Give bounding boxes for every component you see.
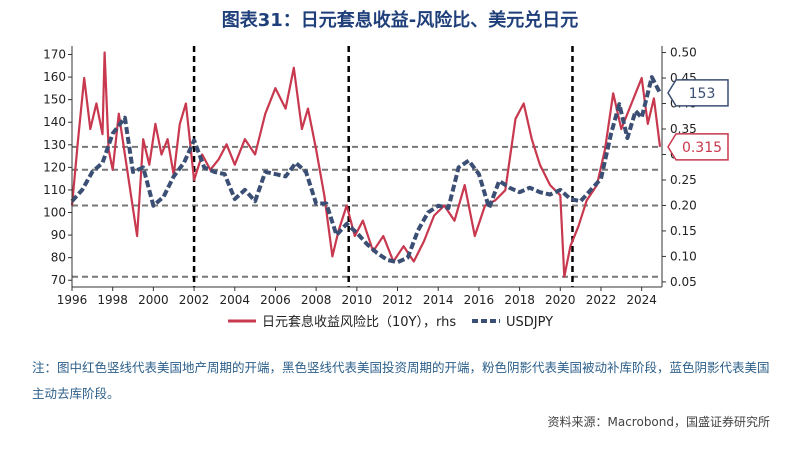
x-tick-label: 2022: [586, 293, 617, 307]
y-tick-label-left: 70: [51, 273, 66, 287]
y-tick-label-left: 90: [51, 228, 66, 242]
y-tick-label-left: 80: [51, 251, 66, 265]
y-tick-label-right: 0.15: [670, 224, 697, 238]
x-tick-label: 1998: [97, 293, 128, 307]
callout-label: 153: [689, 86, 716, 102]
y-tick-label-right: 0.50: [670, 46, 697, 60]
source-text: 资料来源：Macrobond，国盛证券研究所: [547, 415, 771, 429]
callout-box: [667, 133, 729, 161]
y-tick-label-right: 0.05: [670, 275, 697, 289]
x-tick-label: 2010: [342, 293, 373, 307]
x-tick-label: 1996: [57, 293, 88, 307]
y-tick-label-left: 110: [43, 183, 66, 197]
y-tick-label-left: 150: [43, 93, 66, 107]
chart: 70 80 90 100 110 120 130 140 150 160 170 0.05 0.10 0.…: [43, 46, 729, 330]
x-tick-label: 2016: [464, 293, 495, 307]
x-tick-label: 2008: [301, 293, 332, 307]
callouts: 153 0.315: [667, 79, 729, 161]
y-tick-label-left: 170: [43, 48, 66, 62]
y-tick-label-right: 0.10: [670, 249, 697, 263]
y-tick-label-left: 120: [43, 160, 66, 174]
legend: 日元套息收益风险比（10Y），rhs USDJPY: [228, 314, 553, 330]
reference-lines: [72, 46, 662, 287]
series-layer: [70, 51, 662, 278]
y-tick-label-right: 0.20: [670, 198, 697, 212]
callout-label: 0.315: [682, 140, 722, 156]
y-tick-label-right: 0.25: [670, 173, 697, 187]
x-tick-label: 2000: [138, 293, 169, 307]
x-tick-label: 2018: [504, 293, 535, 307]
callout-box: [667, 79, 729, 107]
x-tick-label: 2012: [382, 293, 413, 307]
x-tick-label: 2002: [179, 293, 210, 307]
x-tick-label: 2024: [626, 293, 657, 307]
x-tick-label: 2006: [260, 293, 291, 307]
axes: 70 80 90 100 110 120 130 140 150 160 170 0.05 0.10 0.…: [43, 46, 697, 307]
legend-label-carry: 日元套息收益风险比（10Y），rhs: [262, 314, 456, 330]
page-title: 图表31：日元套息收益-风险比、美元兑日元: [221, 10, 579, 31]
chart-note: 注：图中红色竖线代表美国地产周期的开端，黑色竖线代表美国投资周期的开端，粉色阴影…: [32, 360, 770, 401]
x-tick-label: 2020: [545, 293, 576, 307]
x-tick-label: 2004: [219, 293, 250, 307]
legend-label-usdjpy: USDJPY: [506, 315, 553, 330]
y-tick-label-left: 160: [43, 70, 66, 84]
y-tick-label-left: 100: [43, 206, 66, 220]
y-tick-label-left: 140: [43, 115, 66, 129]
x-tick-label: 2014: [423, 293, 454, 307]
y-tick-label-left: 130: [43, 138, 66, 152]
y-tick-label-right: 0.35: [670, 122, 697, 136]
usdjpy-line: [70, 75, 662, 265]
carry-ratio-line: [70, 51, 662, 278]
